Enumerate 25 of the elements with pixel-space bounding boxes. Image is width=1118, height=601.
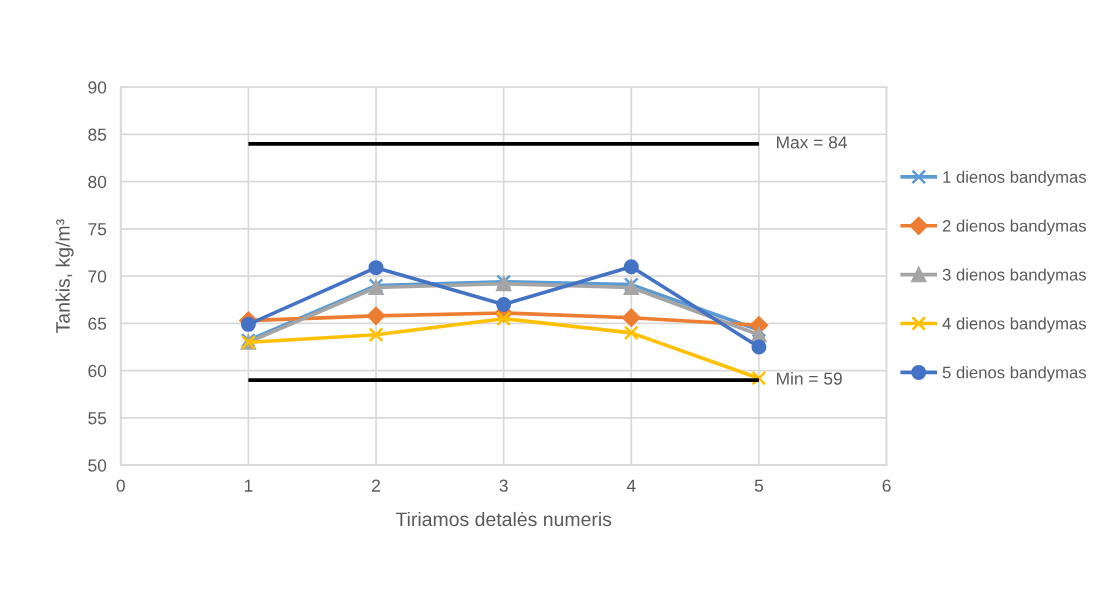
legend-label: 2 dienos bandymas [942,219,1087,236]
legend-label: 4 dienos bandymas [942,317,1087,333]
legend-label: 3 dienos bandymas [942,268,1087,284]
legend-label: 1 dienos bandymas [943,170,1087,187]
x-tick-label: 2 [372,479,380,492]
legend-label: 5 dienos bandymas [942,366,1087,382]
y-tick-label: 90 [88,81,107,94]
y-tick-label: 85 [88,128,107,141]
y-tick-label: 55 [88,412,107,425]
x-tick-label: 6 [882,479,891,492]
annotation: Min = 59 [777,372,842,385]
y-tick-label: 80 [88,175,107,189]
x-tick-label: 4 [626,479,636,492]
y-tick-label: 75 [88,223,107,236]
y-tick-label: 65 [88,317,107,330]
y-axis-title: Tankis, kg/m³ [55,219,74,333]
y-tick-label: 70 [88,270,107,283]
x-tick-label: 1 [244,479,253,492]
x-tick-label: 0 [116,479,125,492]
x-tick-label: 5 [754,479,764,492]
y-tick-label: 60 [88,364,107,378]
annotation: Max = 84 [777,136,847,149]
x-axis-title: Tiriamos detalės numeris [395,511,612,527]
x-tick-label: 3 [499,479,508,492]
y-tick-label: 50 [88,459,107,472]
